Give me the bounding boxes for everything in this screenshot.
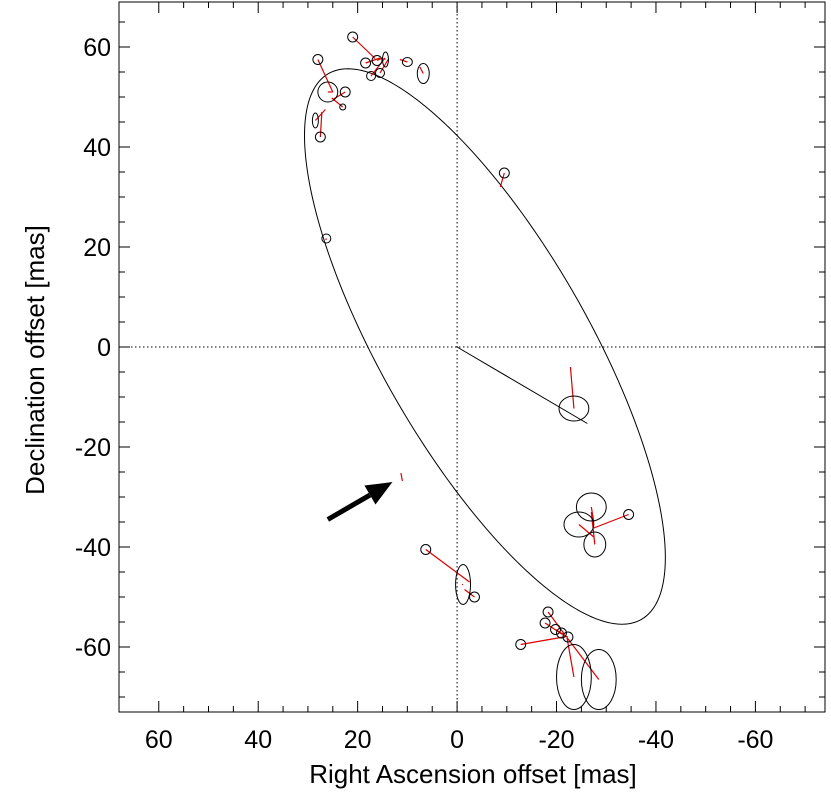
error-ellipse	[563, 511, 595, 538]
zero-reference-lines	[119, 2, 825, 712]
y-tick-label: -60	[75, 634, 111, 662]
error-ellipse	[339, 103, 347, 111]
error-ellipse	[360, 57, 372, 69]
annotation-arrow-shaft	[326, 492, 372, 522]
error-ellipse	[321, 233, 332, 244]
residual-line	[314, 109, 326, 121]
residual-line	[578, 524, 595, 538]
error-ellipse	[401, 57, 413, 67]
error-ellipse	[575, 492, 607, 522]
residual-line	[365, 57, 381, 64]
error-ellipse	[539, 617, 551, 629]
axis-ticks	[119, 2, 825, 712]
periastron-line	[456, 346, 588, 424]
residual-line	[499, 172, 505, 188]
error-ellipse	[542, 606, 554, 618]
error-ellipse	[339, 86, 351, 98]
plot-frame	[118, 1, 826, 713]
y-tick-label: 20	[83, 234, 111, 262]
error-ellipse	[375, 68, 385, 78]
residual-line	[332, 91, 346, 101]
x-tick-label: -60	[737, 726, 773, 754]
error-ellipse	[550, 624, 561, 635]
x-tick-label: -20	[538, 726, 574, 754]
error-ellipse	[623, 509, 635, 520]
error-ellipse	[556, 644, 592, 710]
residual-line	[566, 637, 600, 680]
residual-line	[590, 506, 595, 523]
error-ellipse	[558, 395, 590, 422]
residual-line	[319, 111, 323, 138]
x-tick-label: 20	[344, 726, 372, 754]
residual-line	[520, 635, 567, 646]
error-ellipse	[381, 51, 389, 68]
y-tick-label: -20	[75, 434, 111, 462]
x-tick-label: 0	[450, 726, 464, 754]
y-tick-label: 60	[83, 34, 111, 62]
annotation-arrow-head	[364, 482, 393, 505]
y-tick-label: 0	[97, 334, 111, 362]
error-ellipse	[314, 131, 326, 143]
error-ellipse	[498, 167, 510, 179]
residual-line	[399, 58, 408, 63]
residual-line	[547, 611, 565, 634]
error-ellipse	[469, 591, 480, 603]
error-ellipse	[416, 63, 430, 84]
orbit-ellipse	[304, 68, 666, 625]
highlight-mark	[400, 472, 403, 482]
error-ellipse	[515, 639, 527, 650]
residual-line	[593, 513, 629, 529]
error-ellipse	[420, 544, 432, 555]
error-ellipse	[311, 112, 319, 129]
residual-line	[331, 97, 344, 108]
x-tick-label: 40	[244, 726, 272, 754]
x-tick-label: -40	[638, 726, 674, 754]
residual-line	[317, 59, 334, 93]
error-ellipse	[562, 631, 574, 643]
error-ellipse	[455, 564, 472, 605]
x-axis-title: Right Ascension offset [mas]	[309, 759, 637, 789]
residual-line	[425, 549, 470, 583]
y-tick-label: 40	[83, 134, 111, 162]
error-ellipse	[317, 81, 339, 103]
error-ellipse	[583, 531, 607, 558]
error-ellipse	[312, 54, 324, 65]
observations-group	[311, 31, 635, 710]
error-ellipse	[347, 31, 359, 43]
y-tick-label: -40	[75, 534, 111, 562]
y-axis-title: Declination offset [mas]	[20, 225, 50, 495]
annotation-group	[326, 472, 403, 522]
error-ellipse	[556, 627, 567, 639]
error-ellipse	[580, 649, 617, 710]
orbit-ellipse-group	[304, 68, 666, 625]
y-tick-labels: 60 40 20 0 -20 -40 -60	[75, 34, 111, 662]
error-ellipse	[366, 71, 377, 81]
x-tick-label: 60	[145, 726, 173, 754]
plot-border	[118, 1, 826, 713]
residual-line	[419, 66, 424, 74]
residual-line	[566, 637, 575, 678]
residual-line	[569, 366, 575, 409]
x-tick-labels: 60 40 20 0 -20 -40 -60	[145, 726, 774, 754]
